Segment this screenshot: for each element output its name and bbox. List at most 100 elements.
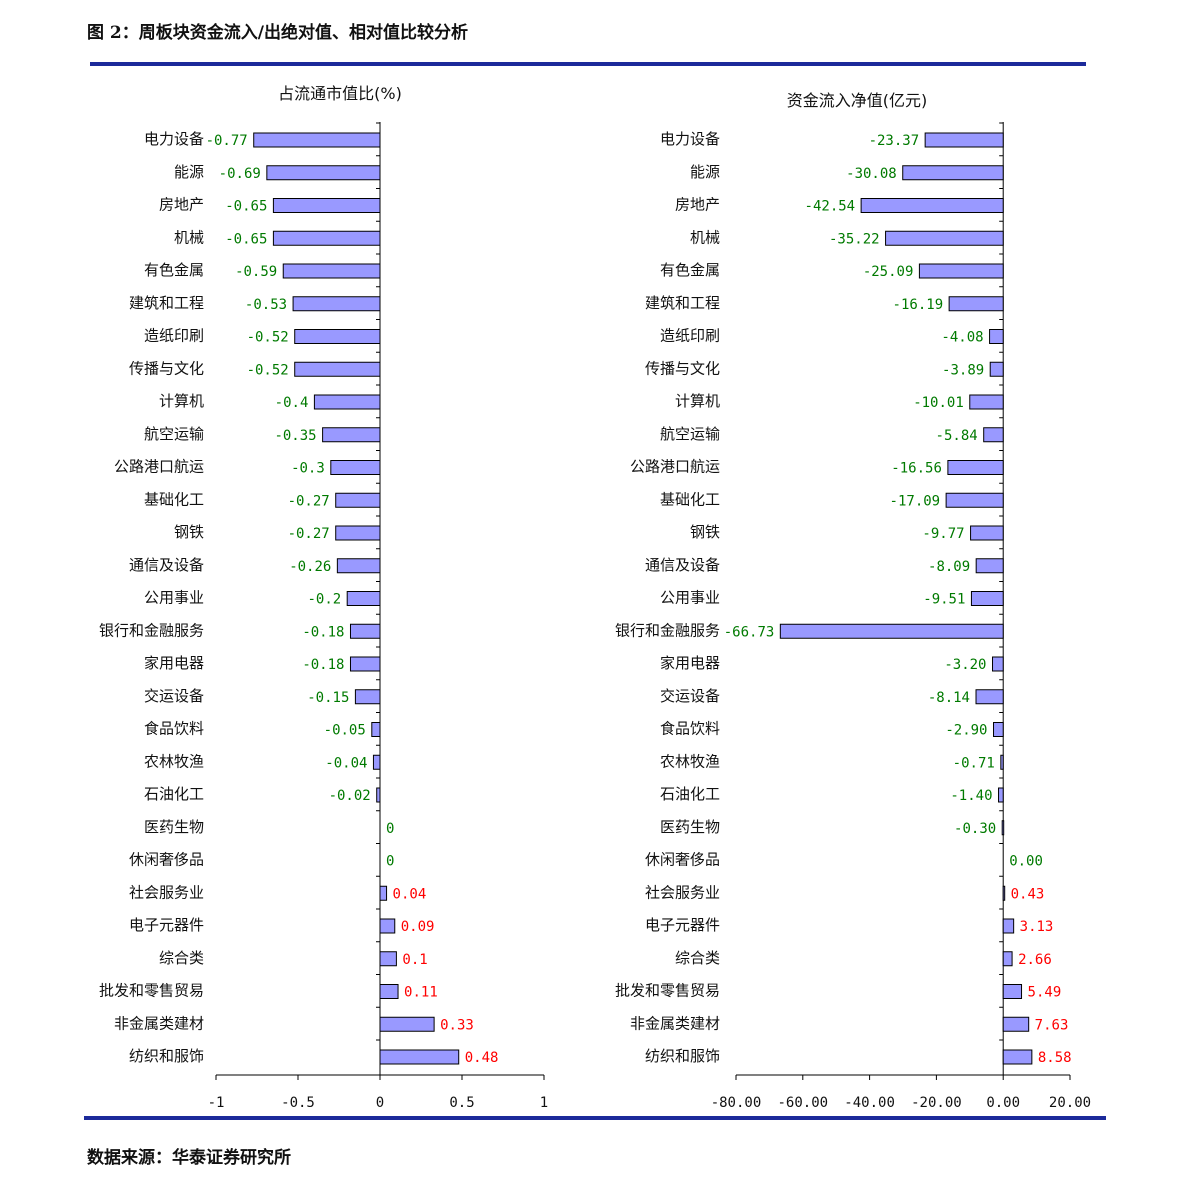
right-x-tick-label: -60.00 <box>778 1095 829 1111</box>
left-value-label: -0.3 <box>291 461 325 477</box>
left-bar <box>379 918 396 934</box>
right-bar <box>975 689 1004 705</box>
right-bar <box>989 329 1004 344</box>
right-category-label: 通信及设备 <box>645 556 720 574</box>
left-bar <box>379 984 399 999</box>
right-value-label: 0.00 <box>1009 854 1043 870</box>
right-bar <box>1001 820 1005 836</box>
left-x-tick-label: 0 <box>376 1095 384 1111</box>
left-bar <box>336 558 381 574</box>
right-x-tick-label: 0.00 <box>986 1095 1020 1111</box>
right-category-label: 航空运输 <box>660 425 720 443</box>
left-category-label: 非金属类建材 <box>114 1014 204 1032</box>
left-category-label: 房地产 <box>159 196 204 214</box>
right-category-label: 有色金属 <box>660 261 720 279</box>
right-x-tick-label: -40.00 <box>844 1095 895 1111</box>
right-bar <box>1002 1049 1033 1065</box>
left-category-label: 航空运输 <box>144 425 204 443</box>
right-bar <box>1000 754 1004 770</box>
right-value-label: -5.84 <box>936 428 978 444</box>
left-bar <box>294 329 381 344</box>
right-value-label: -23.37 <box>869 133 920 149</box>
right-bar <box>992 656 1004 672</box>
right-category-label: 能源 <box>690 163 720 181</box>
right-value-label: -35.22 <box>829 231 880 247</box>
right-bar <box>924 132 1004 148</box>
right-value-label: 0.43 <box>1011 886 1045 902</box>
right-category-label: 银行和金融服务 <box>615 621 720 639</box>
left-value-label: -0.18 <box>302 624 344 640</box>
left-value-label: -0.65 <box>225 231 267 247</box>
left-bar <box>294 361 381 377</box>
right-bar <box>945 492 1004 508</box>
right-bar <box>983 427 1004 443</box>
right-category-label: 食品饮料 <box>660 720 720 738</box>
right-chart-title: 资金流入净值(亿元) <box>787 91 928 110</box>
right-value-label: -10.01 <box>913 395 964 411</box>
right-value-label: -16.56 <box>891 461 942 477</box>
right-value-label: 5.49 <box>1028 985 1062 1001</box>
source-note: 数据来源：华泰证券研究所 <box>87 1148 291 1168</box>
left-category-label: 石油化工 <box>144 785 204 803</box>
left-category-label: 电子元器件 <box>129 916 204 934</box>
left-value-label: 0 <box>386 821 394 837</box>
left-value-label: -0.18 <box>302 657 344 673</box>
right-value-label: -1.40 <box>950 788 992 804</box>
left-category-label: 有色金属 <box>144 261 204 279</box>
left-bar <box>272 230 381 246</box>
right-bar <box>989 361 1004 377</box>
right-bar <box>970 591 1004 606</box>
right-category-label: 农林牧渔 <box>660 752 720 770</box>
right-category-label: 电子元器件 <box>645 916 720 934</box>
left-category-label: 通信及设备 <box>129 556 204 574</box>
left-category-label: 社会服务业 <box>129 883 204 901</box>
right-bar <box>948 296 1004 312</box>
left-value-label: -0.04 <box>325 755 367 771</box>
left-bar <box>372 754 381 770</box>
right-category-label: 纺织和服饰 <box>645 1047 720 1065</box>
left-category-label: 公用事业 <box>144 589 204 607</box>
right-bar <box>998 787 1004 803</box>
right-category-label: 传播与文化 <box>645 359 720 377</box>
left-bar <box>330 460 381 475</box>
left-value-label: -0.77 <box>206 133 248 149</box>
left-bar <box>266 165 381 181</box>
left-value-label: -0.35 <box>274 428 316 444</box>
right-category-label: 非金属类建材 <box>630 1014 720 1032</box>
right-value-label: -8.14 <box>928 690 970 706</box>
right-value-label: -3.20 <box>944 657 986 673</box>
left-value-label: -0.69 <box>219 166 261 182</box>
left-bar <box>346 591 381 606</box>
left-bar <box>282 263 381 279</box>
right-value-label: -42.54 <box>805 199 856 215</box>
left-category-label: 批发和零售贸易 <box>99 982 204 1000</box>
left-value-label: -0.59 <box>235 264 277 280</box>
right-bar <box>779 623 1004 639</box>
left-category-label: 综合类 <box>159 949 204 967</box>
right-bar <box>1002 951 1013 967</box>
left-category-label: 医药生物 <box>144 818 204 836</box>
left-value-label: -0.27 <box>288 526 330 542</box>
left-category-label: 纺织和服饰 <box>129 1047 204 1065</box>
right-value-label: -66.73 <box>724 624 775 640</box>
left-bar <box>349 623 381 639</box>
left-value-label: 0.48 <box>465 1050 499 1066</box>
left-category-label: 造纸印刷 <box>144 327 204 345</box>
right-bar <box>1002 885 1006 901</box>
right-bar <box>969 394 1004 410</box>
right-value-label: -4.08 <box>941 330 983 346</box>
left-category-label: 交运设备 <box>144 687 204 705</box>
right-value-label: -0.30 <box>954 821 996 837</box>
left-value-label: 0.11 <box>404 985 438 1001</box>
right-bar <box>1002 984 1023 999</box>
right-category-label: 休闲奢侈品 <box>645 851 720 869</box>
right-category-label: 电力设备 <box>660 130 720 148</box>
right-bar <box>947 460 1004 475</box>
left-value-label: -0.65 <box>225 199 267 215</box>
left-value-label: -0.26 <box>289 559 331 575</box>
right-bar <box>860 198 1004 213</box>
right-bar <box>975 558 1004 574</box>
left-value-label: 0.04 <box>393 886 427 902</box>
left-bar <box>379 951 397 967</box>
